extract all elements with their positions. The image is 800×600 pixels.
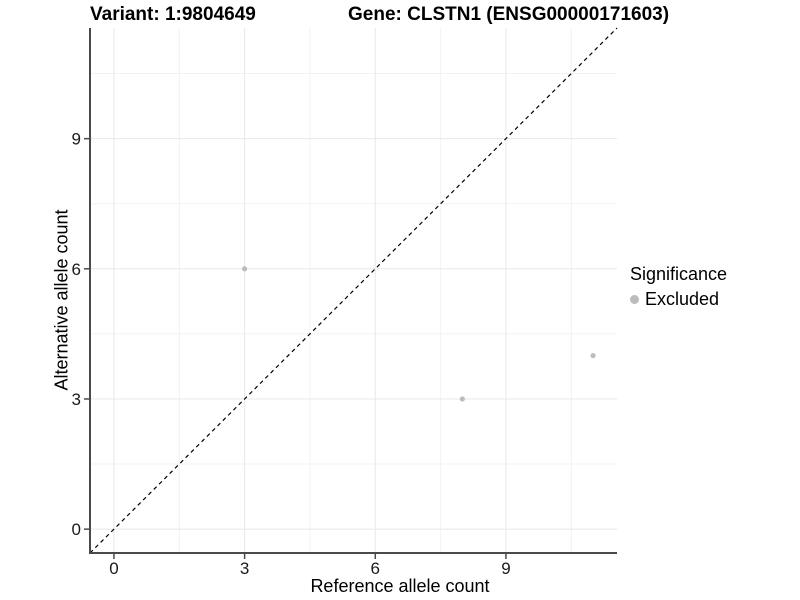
x-tick-label: 0 bbox=[109, 559, 118, 578]
y-axis-label: Alternative allele count bbox=[51, 209, 72, 391]
data-point bbox=[459, 396, 465, 402]
legend-marker-dot-icon bbox=[630, 295, 639, 304]
gene-title: Gene: CLSTN1 (ENSG00000171603) bbox=[348, 4, 670, 25]
y-tick-label: 3 bbox=[72, 390, 81, 409]
data-point bbox=[242, 266, 248, 272]
x-tick-label: 9 bbox=[501, 559, 510, 578]
x-tick-label: 6 bbox=[371, 559, 380, 578]
data-point bbox=[590, 352, 596, 359]
legend-items: Excluded bbox=[630, 289, 727, 310]
legend-item: Excluded bbox=[630, 289, 727, 310]
y-tick-label: 6 bbox=[72, 260, 81, 279]
x-axis-label: Reference allele count bbox=[310, 576, 490, 596]
variant-title: Variant: 1:9804649 bbox=[90, 4, 256, 25]
legend-item-label: Excluded bbox=[645, 289, 720, 309]
y-tick-label: 9 bbox=[72, 130, 81, 149]
legend: Significance Excluded bbox=[630, 264, 727, 310]
legend-title: Significance bbox=[630, 264, 728, 284]
identity-dashed-line bbox=[89, 27, 618, 554]
y-tick-label: 0 bbox=[72, 520, 81, 539]
x-tick-label: 3 bbox=[240, 559, 249, 578]
